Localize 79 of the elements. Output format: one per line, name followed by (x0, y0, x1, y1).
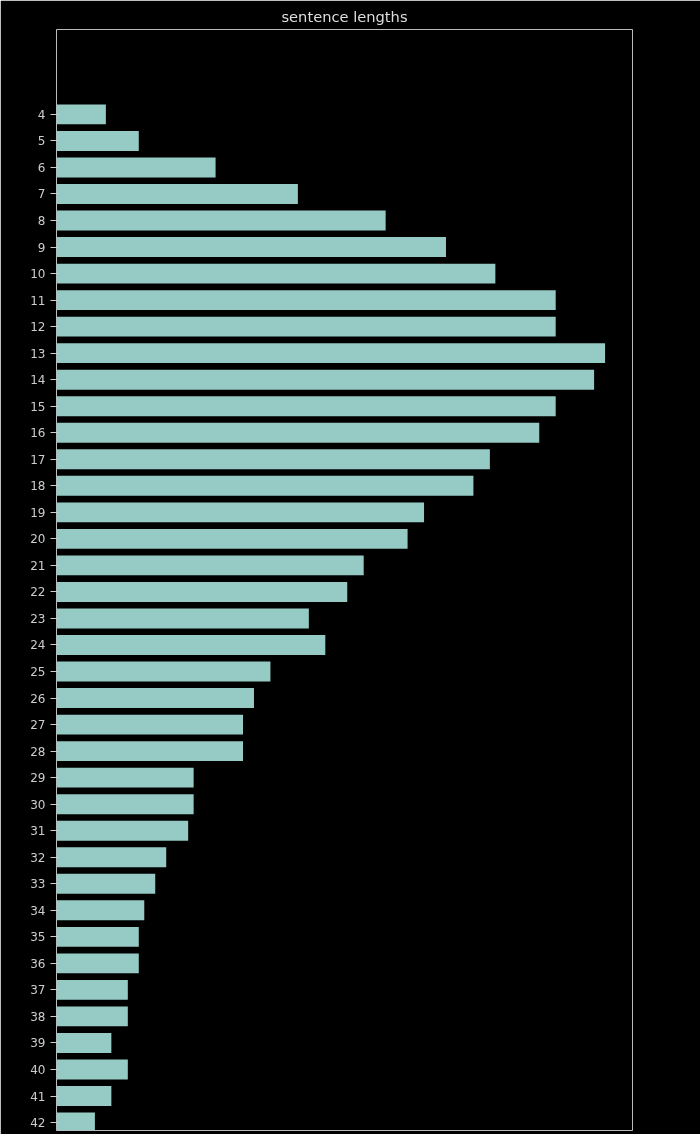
y-tick-label: 35 (30, 930, 46, 945)
bar (56, 741, 244, 762)
bar (56, 820, 189, 841)
bar (56, 714, 244, 735)
bar (56, 316, 556, 337)
bar (56, 900, 145, 921)
y-tick-label: 39 (30, 1036, 46, 1051)
y-tick-label: 22 (30, 585, 46, 600)
bar (56, 555, 364, 576)
bar (56, 953, 139, 974)
y-tick-label: 5 (37, 134, 46, 149)
bar (56, 1006, 128, 1027)
bar (56, 369, 595, 390)
bar (56, 475, 474, 496)
bar (56, 396, 556, 417)
y-tick-label: 17 (30, 452, 46, 467)
bar (56, 104, 106, 125)
bar (56, 422, 540, 443)
y-tick-label: 25 (30, 665, 46, 680)
y-tick-label: 10 (30, 267, 46, 282)
y-tick-label: 20 (30, 532, 46, 547)
y-tick-label: 14 (30, 373, 46, 388)
y-tick-label: 13 (30, 346, 46, 361)
bar (56, 635, 326, 655)
y-tick-label: 30 (30, 797, 46, 812)
bar (56, 1059, 128, 1080)
chart-title: sentence lengths (281, 7, 408, 25)
y-tick-label: 18 (30, 479, 46, 494)
bar (56, 608, 309, 629)
bar (56, 290, 556, 311)
bar (56, 767, 194, 788)
y-tick-label: 41 (30, 1089, 46, 1104)
bar (56, 502, 425, 523)
bar (56, 1033, 112, 1053)
bar (56, 263, 496, 284)
bar (56, 661, 271, 682)
y-tick-label: 38 (30, 1009, 46, 1024)
y-tick-label: 33 (30, 877, 46, 892)
y-tick-label: 32 (30, 850, 46, 865)
y-tick-label: 28 (30, 744, 46, 759)
bar (56, 794, 194, 815)
y-tick-label: 37 (30, 983, 46, 998)
y-tick-label: 16 (30, 426, 46, 441)
y-tick-label: 31 (30, 824, 46, 839)
bar (56, 926, 139, 947)
y-tick-label: 9 (37, 240, 46, 255)
y-tick-label: 7 (37, 187, 46, 202)
y-tick-label: 42 (30, 1116, 46, 1131)
y-tick-label: 36 (30, 956, 46, 971)
y-tick-label: 24 (30, 638, 46, 653)
bar (56, 1112, 95, 1131)
bar (56, 979, 128, 1000)
bar (56, 873, 156, 894)
y-tick-label: 29 (30, 771, 46, 786)
y-tick-label: 6 (37, 160, 46, 175)
bar (56, 157, 216, 178)
y-tick-label: 4 (37, 107, 46, 122)
bar (56, 237, 446, 257)
y-tick-label: 19 (30, 505, 46, 520)
y-tick-label: 11 (30, 293, 46, 308)
bar (56, 449, 490, 470)
bar (56, 528, 408, 549)
y-tick-label: 23 (30, 611, 46, 626)
bar (56, 1086, 112, 1106)
bar (56, 688, 254, 709)
y-tick-label: 27 (30, 718, 46, 733)
bar (56, 210, 386, 231)
bar (56, 184, 298, 204)
bar (56, 343, 606, 364)
bar (56, 130, 139, 151)
y-tick-label: 34 (30, 903, 46, 918)
bar (56, 847, 167, 868)
y-tick-label: 40 (30, 1062, 46, 1077)
y-tick-label: 12 (30, 320, 46, 335)
y-tick-label: 26 (30, 691, 46, 706)
y-tick-label: 15 (30, 399, 46, 414)
y-tick-label: 21 (30, 558, 46, 573)
bar (56, 581, 348, 602)
y-tick-label: 8 (37, 214, 46, 229)
